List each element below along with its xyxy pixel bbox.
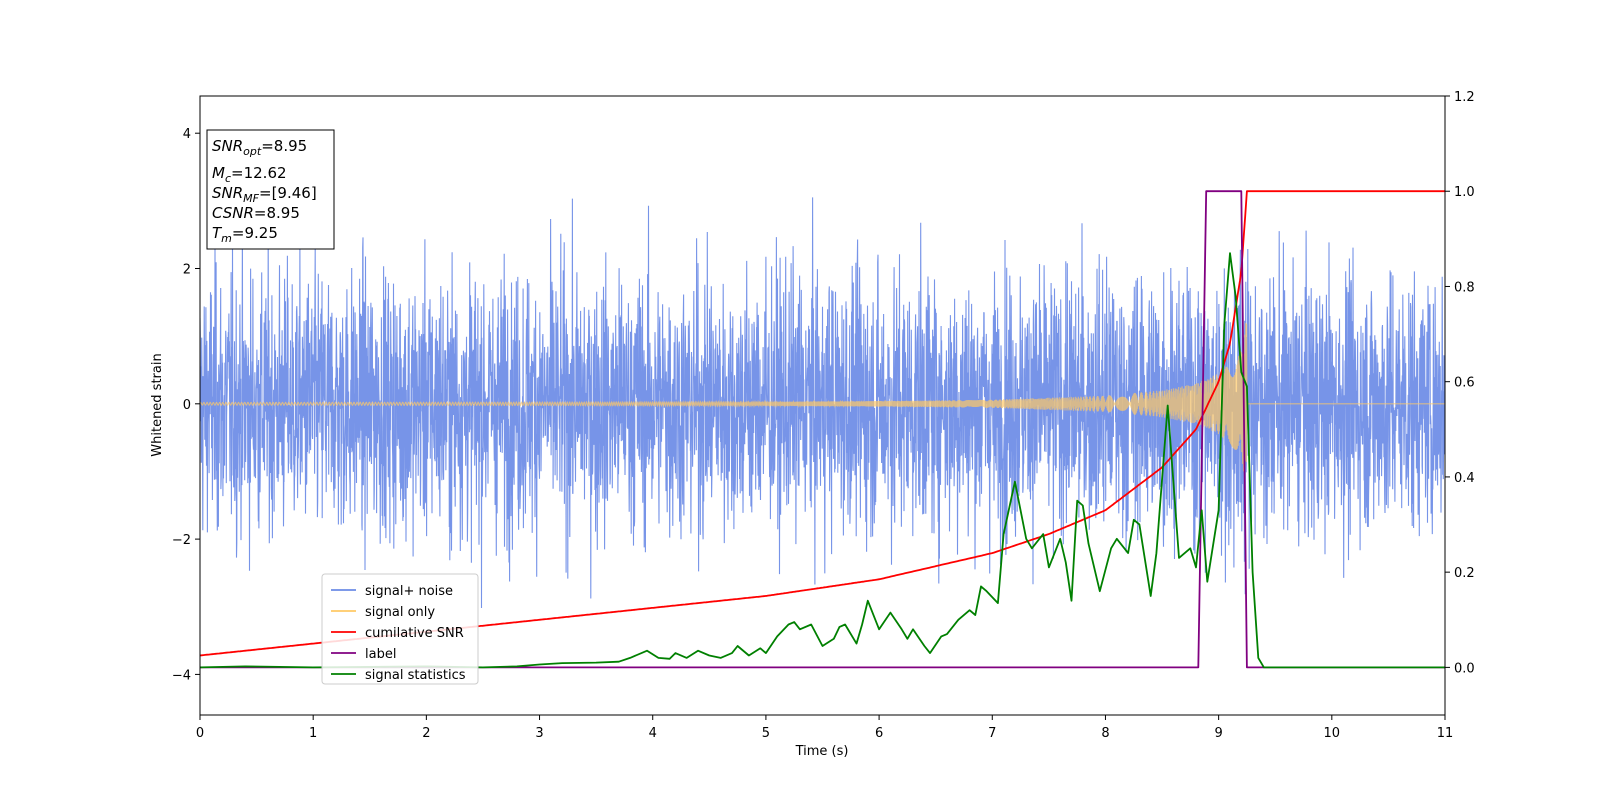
info-box: SNRopt=8.95 Mc=12.62 SNRMF=[9.46] CSNR=8… [206,129,335,250]
info-mc-value: =12.62 [231,164,287,182]
info-box-frame [206,129,335,250]
info-snr-opt-sub: opt [243,145,262,158]
x-axis: 0 1 2 3 4 5 6 7 8 9 10 11 [196,715,1453,741]
y2-tick-label: 0.6 [1454,376,1475,391]
y2-tick-label: 0.2 [1454,566,1475,581]
x-tick-label: 7 [988,726,996,741]
info-snr-mf: SNRMF=[9.46] [212,184,317,205]
info-snr-opt-symbol: SNR [212,137,243,155]
info-tm: Tm=9.25 [212,224,278,245]
y-tick-label: 4 [183,127,191,142]
y-axis-right: 0.0 0.2 0.4 0.6 0.8 1.0 1.2 [1445,90,1475,676]
info-mc-sub: c [225,172,231,185]
y2-tick-label: 1.0 [1454,185,1475,200]
x-tick-label: 1 [309,726,317,741]
x-tick-label: 10 [1324,726,1341,741]
legend-label: signal+ noise [365,584,453,599]
x-tick-label: 6 [875,726,883,741]
x-tick-label: 11 [1437,726,1454,741]
info-mc: Mc=12.62 [212,164,287,185]
x-tick-label: 8 [1101,726,1109,741]
legend-frame [321,573,479,685]
y2-tick-label: 0.8 [1454,280,1475,295]
info-mc-symbol: M [212,164,225,182]
info-csnr: CSNR=8.95 [212,204,300,222]
y-axis-left: −4 −2 0 2 4 [172,127,200,683]
y-tick-label: 0 [183,398,191,413]
info-csnr-symbol: CSNR [212,204,254,222]
x-tick-label: 0 [196,726,204,741]
info-snr-mf-value: =[9.46] [259,184,317,202]
legend-label: signal only [365,605,435,620]
y2-tick-label: 0.4 [1454,471,1475,486]
info-tm-symbol: T [212,224,223,242]
x-tick-label: 2 [422,726,430,741]
y-axis-label: Whitened strain [150,353,165,456]
plot-frame [199,95,1446,716]
legend: signal+ noise signal only cumilative SNR la… [321,573,479,685]
x-tick-label: 5 [762,726,770,741]
legend-label: cumilative SNR [365,626,464,641]
info-tm-value: =9.25 [232,224,278,242]
y2-tick-label: 0.0 [1454,661,1475,676]
legend-label: signal statistics [365,668,466,683]
info-snr-opt: SNRopt=8.95 [212,137,307,158]
series-signal-only-line [200,322,1445,472]
y2-tick-label: 1.2 [1454,90,1475,105]
y-tick-label: −4 [172,668,191,683]
y-tick-label: −2 [172,533,191,548]
y-tick-label: 2 [183,263,191,278]
info-snr-mf-sub: MF [243,192,259,205]
info-csnr-value: =8.95 [254,204,300,222]
x-tick-label: 3 [535,726,543,741]
info-snr-mf-symbol: SNR [212,184,243,202]
series-signal-statistics-line [200,252,1445,669]
legend-label: label [365,647,396,662]
info-snr-opt-value: =8.95 [261,137,307,155]
x-tick-label: 9 [1214,726,1222,741]
x-tick-label: 4 [649,726,657,741]
info-tm-sub: m [221,232,232,245]
x-axis-label: Time (s) [795,744,849,759]
